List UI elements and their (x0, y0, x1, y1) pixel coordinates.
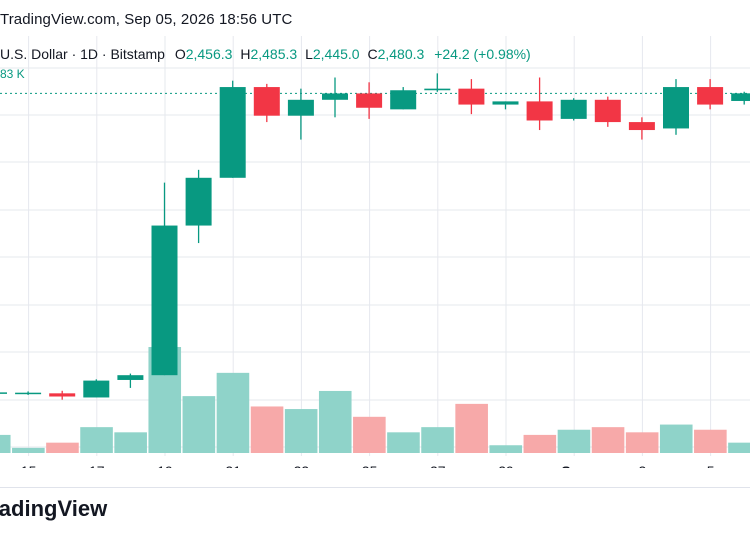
high-label: H (240, 46, 251, 62)
candle-body (424, 88, 451, 91)
symbol-label[interactable]: U.S. Dollar · 1D · Bitstamp (0, 46, 165, 62)
volume-bar (694, 429, 727, 453)
candle-body (663, 87, 689, 129)
candle-body (117, 375, 144, 380)
chart-source-title: TradingView.com, Sep 05, 2026 18:56 UTC (0, 11, 293, 28)
close-value: 2,480.3 (377, 46, 425, 62)
candle-body (49, 393, 76, 397)
volume-bar (455, 403, 488, 453)
footer-divider (0, 487, 750, 488)
candle-body (356, 93, 383, 108)
volume-bar (523, 434, 557, 453)
candle-body (628, 122, 655, 131)
x-tick-label: 21 (225, 463, 241, 470)
candle-body (15, 392, 42, 395)
volume-bar (114, 432, 147, 453)
candle-body (731, 93, 750, 101)
x-tick-label: 15 (21, 463, 37, 470)
volume-bar (659, 424, 693, 453)
x-tick-label: 5 (707, 463, 715, 470)
candle-body (83, 380, 110, 398)
candle-body (697, 87, 724, 105)
volume-bar (216, 372, 250, 453)
open-value: 2,456.3 (185, 46, 233, 62)
candle-body (322, 93, 348, 100)
volume-bar (353, 416, 386, 453)
volume-bar (557, 429, 591, 453)
volume-bar (12, 447, 45, 453)
candle-body (560, 99, 587, 119)
candle-body (287, 99, 314, 116)
candle-body (594, 99, 621, 123)
low-value: 2,445.0 (312, 46, 360, 62)
volume-bar (182, 396, 216, 453)
volume-bar (284, 409, 318, 453)
volume-bar (625, 432, 659, 453)
x-tick-label: 27 (430, 463, 446, 470)
volume-bar (489, 445, 523, 453)
x-tick-label: Sep (561, 463, 587, 470)
volume-bar (0, 434, 11, 453)
footer (0, 468, 750, 536)
change-value: +24.2 (+0.98%) (434, 46, 531, 62)
volume-bar (318, 390, 352, 453)
close-label: C (367, 46, 378, 62)
ohlc-legend: U.S. Dollar · 1D · Bitstamp O2,456.3 H2,… (0, 46, 531, 62)
candle-body (458, 88, 485, 105)
x-tick-label: 17 (89, 463, 105, 470)
volume-bar (591, 427, 625, 453)
candle-body (253, 87, 280, 116)
candle-body (0, 392, 7, 394)
low-label: L (305, 46, 313, 62)
volume-legend: 83 K (0, 67, 25, 81)
price-chart[interactable]: 15 17 19 21 23 25 27 29 Sep 3 5 (0, 0, 750, 470)
volume-bar (80, 427, 113, 453)
candle-body (151, 225, 178, 376)
tradingview-brand[interactable]: TradingView (0, 496, 108, 521)
volume-bar (387, 432, 420, 453)
x-tick-label: 23 (294, 463, 310, 470)
candle-body (219, 87, 246, 178)
volume-bar (421, 427, 454, 453)
candle-body (492, 101, 519, 105)
candle-body (185, 177, 212, 226)
volume-bar (250, 406, 284, 453)
high-value: 2,485.3 (250, 46, 298, 62)
x-tick-label: 19 (157, 463, 173, 470)
open-label: O (174, 46, 186, 62)
candle-body (390, 90, 417, 110)
candle-body (526, 101, 553, 121)
volume-bar (46, 442, 79, 453)
x-tick-label: 3 (639, 463, 647, 470)
x-tick-label: 29 (498, 463, 514, 470)
x-tick-label: 25 (362, 463, 378, 470)
volume-bar (728, 442, 750, 453)
